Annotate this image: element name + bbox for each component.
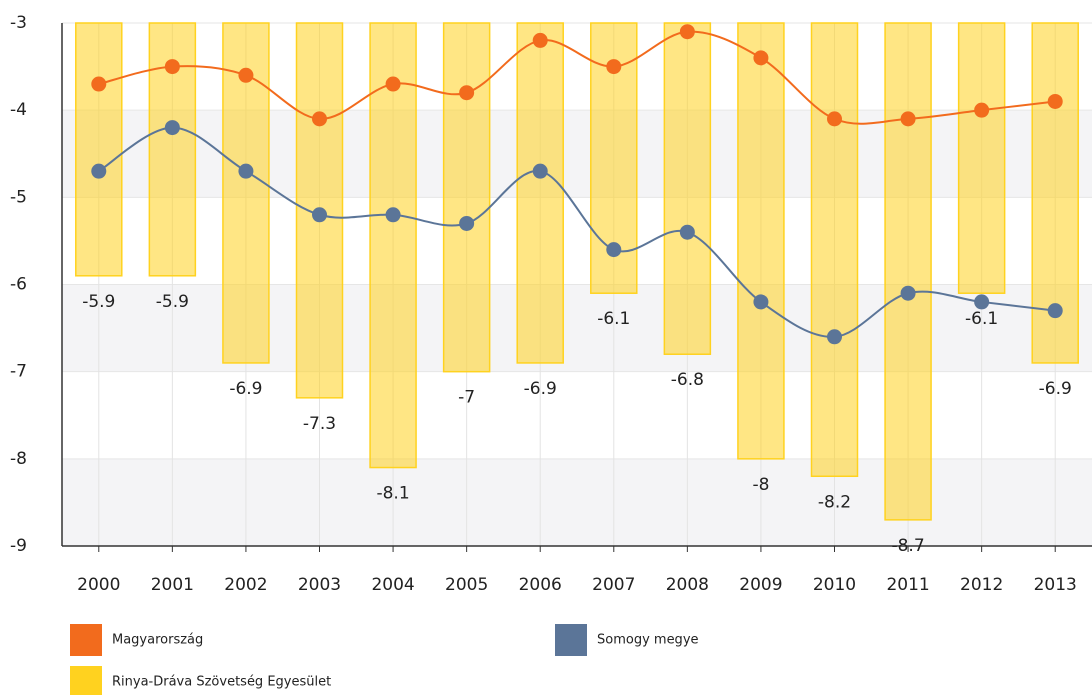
y-tick-label: -5 [10, 187, 27, 207]
legend-swatch [70, 624, 102, 656]
bar [442, 22, 491, 373]
x-tick-label: 2007 [592, 575, 635, 595]
value-label: -8.2 [818, 492, 851, 512]
x-tick-label: 2006 [519, 575, 562, 595]
value-label: -6.1 [597, 309, 630, 329]
point [91, 76, 107, 92]
grid-band [62, 458, 1092, 546]
point [753, 50, 769, 66]
value-label: -6.9 [524, 379, 557, 399]
bar [810, 22, 859, 478]
y-tick-label: -6 [10, 275, 27, 295]
point [164, 59, 180, 75]
grid-band [62, 110, 1092, 198]
x-tick-label: 2011 [886, 575, 929, 595]
x-tick-label: 2012 [960, 575, 1003, 595]
point [459, 215, 475, 231]
point [606, 59, 622, 75]
y-tick-label: -8 [10, 449, 27, 469]
point [1047, 93, 1063, 109]
point [974, 294, 990, 310]
bar [884, 22, 932, 521]
value-label: -6.1 [965, 309, 998, 329]
value-label: -8.7 [891, 536, 924, 556]
point [312, 207, 327, 223]
value-label: -6.8 [671, 370, 704, 390]
legend-label: Rinya-Dráva Szövetség Egyesület [112, 675, 331, 690]
grid-band [62, 284, 1092, 372]
legend-swatch [555, 624, 587, 656]
legend-label: Somogy megye [597, 633, 699, 648]
point [91, 163, 107, 179]
bar [75, 22, 123, 277]
value-label: -6.9 [229, 379, 262, 399]
bar [369, 22, 417, 469]
x-tick-label: 2013 [1034, 575, 1077, 595]
x-tick-label: 2001 [151, 575, 194, 595]
y-tick-label: -7 [10, 362, 27, 382]
point [1047, 303, 1063, 319]
y-tick-label: -4 [10, 100, 27, 120]
value-label: -5.9 [82, 292, 115, 312]
point [385, 207, 401, 223]
value-label: -8.1 [376, 484, 409, 504]
x-tick-label: 2009 [739, 575, 782, 595]
value-label: -7 [458, 388, 475, 408]
value-label: -7.3 [303, 414, 336, 434]
point [679, 224, 695, 240]
point [238, 163, 254, 179]
legend-label: Magyarország [112, 633, 203, 648]
point [900, 285, 916, 301]
point [827, 111, 842, 127]
x-tick-label: 2005 [445, 575, 488, 595]
x-tick-label: 2008 [666, 575, 709, 595]
bar [737, 22, 785, 460]
x-tick-label: 2003 [298, 575, 341, 595]
x-tick-label: 2004 [371, 575, 414, 595]
value-label: -8 [752, 475, 769, 495]
y-tick-label: -3 [10, 13, 27, 33]
point [606, 242, 622, 258]
bar [957, 22, 1006, 294]
x-tick-label: 2002 [224, 575, 267, 595]
bar [663, 22, 712, 355]
point [532, 163, 548, 179]
point [753, 294, 769, 310]
point [312, 111, 327, 127]
point [900, 111, 916, 127]
point [679, 24, 695, 40]
point [532, 32, 548, 48]
x-tick-label: 2010 [813, 575, 856, 595]
x-tick-label: 2000 [77, 575, 120, 595]
point [385, 76, 401, 92]
point [164, 120, 180, 136]
point [459, 85, 475, 101]
value-label: -6.9 [1039, 379, 1072, 399]
point [974, 102, 990, 118]
point [827, 329, 842, 345]
value-label: -5.9 [156, 292, 189, 312]
bar [222, 22, 270, 364]
legend-swatch [70, 666, 102, 698]
point [238, 67, 254, 83]
bar [516, 22, 564, 364]
y-tick-label: -9 [10, 536, 27, 556]
line [98, 30, 1056, 125]
